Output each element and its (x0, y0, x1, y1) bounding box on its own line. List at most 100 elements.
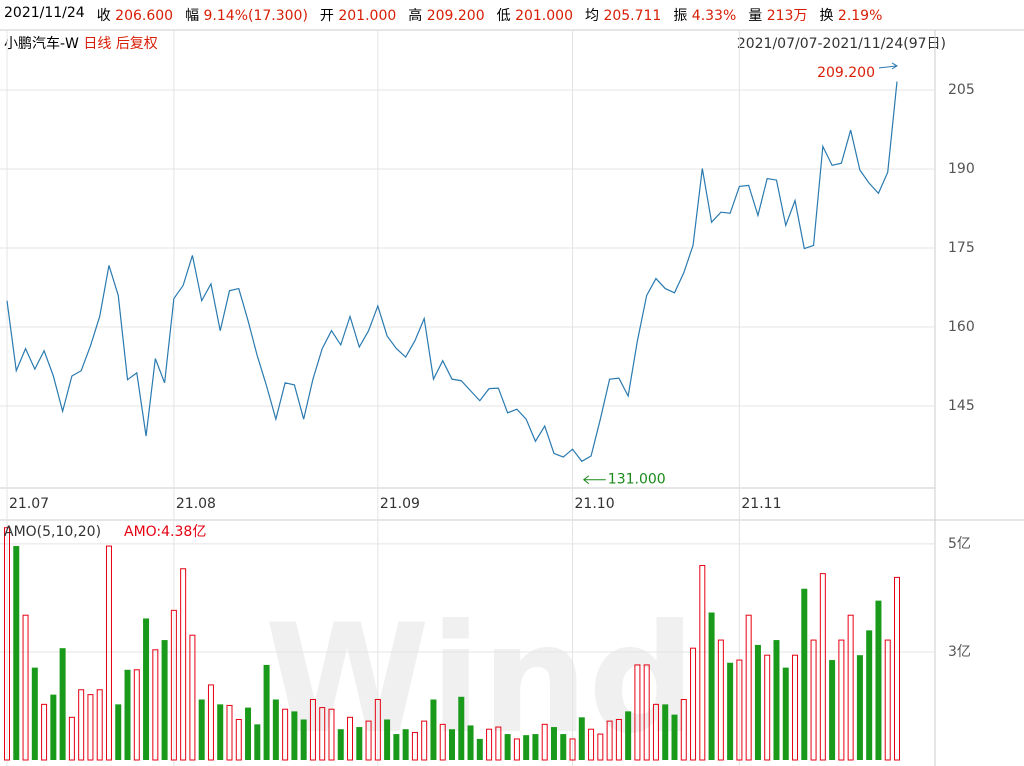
x-tick-label: 21.11 (741, 496, 781, 512)
annotation-arrow (582, 475, 606, 485)
quote-item: 均 205.711 (585, 5, 661, 25)
volume-bar (634, 664, 641, 761)
x-tick-label: 21.07 (9, 496, 49, 512)
volume-bar (829, 660, 836, 760)
quote-value: 209.200 (426, 8, 485, 24)
volume-bar (411, 731, 418, 761)
volume-bar (50, 694, 57, 760)
volume-bar (13, 546, 20, 760)
legend-value: AMO:4.38亿 (124, 524, 206, 540)
volume-bar (96, 689, 103, 761)
volume-bar (801, 588, 808, 760)
volume-bar (115, 704, 122, 760)
quote-label: 换 (819, 8, 834, 24)
volume-bar (578, 717, 585, 760)
volume-bar (105, 545, 112, 761)
volume-bar (782, 667, 789, 760)
quote-value: 213万 (766, 8, 808, 24)
volume-bar (652, 703, 659, 761)
volume-bar (235, 718, 242, 761)
volume-bar (513, 738, 520, 761)
volume-bar (532, 734, 539, 760)
volume-bar (856, 655, 863, 760)
volume-bar (699, 565, 706, 761)
volume-bar (745, 614, 752, 761)
volume-bar (263, 664, 270, 760)
volume-bar (4, 527, 10, 761)
volume-bar (272, 699, 279, 760)
volume-bar (22, 614, 29, 761)
volume-bar (504, 734, 511, 760)
volume-bar (866, 630, 873, 760)
y-tick-label: 145 (948, 398, 975, 414)
quote-label: 振 (673, 8, 688, 24)
volume-bar (847, 614, 854, 761)
volume-bar (680, 698, 687, 761)
volume-bar (727, 662, 734, 760)
volume-bar (792, 654, 799, 761)
volume-bar (894, 576, 900, 761)
quote-label: 量 (748, 8, 763, 24)
watermark: Wind (264, 593, 695, 766)
quote-label: 开 (319, 8, 334, 24)
quote-value: 9.14%(17.300) (203, 8, 308, 24)
quote-item: 开 201.000 (320, 5, 396, 25)
volume-bar (31, 667, 38, 760)
quote-item: 低 201.000 (497, 5, 573, 25)
quote-item: 收 206.600 (97, 5, 173, 25)
price-line (6, 81, 898, 463)
annotation-label: 209.200 (817, 65, 875, 81)
volume-bar (300, 719, 307, 760)
y-tick-label: 190 (948, 161, 975, 177)
volume-bar (690, 647, 697, 761)
volume-bar (180, 568, 187, 761)
volume-bar (282, 708, 289, 761)
y-tick-label: 3亿 (948, 644, 971, 660)
quote-label: 低 (496, 8, 511, 24)
volume-bar (625, 711, 632, 760)
volume-bar (207, 684, 214, 761)
volume-bar (245, 707, 252, 760)
volume-bar (365, 720, 372, 761)
volume-bar (78, 689, 85, 761)
quote-label: 均 (584, 8, 599, 24)
volume-bar (495, 726, 502, 761)
volume-bar (717, 639, 724, 761)
volume-bar (810, 639, 817, 761)
volume-bar (124, 669, 131, 760)
volume-bar (68, 716, 75, 761)
quote-item: 换 2.19% (819, 5, 882, 25)
volume-bar (476, 738, 483, 760)
volume-bar (449, 729, 455, 760)
volume-bar (560, 734, 567, 760)
y-tick-label: 205 (948, 82, 975, 98)
volume-bar (541, 723, 548, 761)
volume-bar (838, 639, 845, 761)
y-tick-label: 5亿 (948, 536, 971, 552)
volume-bar (309, 698, 316, 761)
volume-bar (421, 720, 428, 761)
volume-bar (152, 649, 159, 761)
volume-bar (393, 734, 400, 760)
volume-bar (550, 727, 557, 760)
y-tick-label: 160 (948, 319, 975, 335)
quote-item: 量 213万 (748, 5, 807, 25)
volume-bar (754, 644, 761, 760)
quote-value: 4.33% (691, 8, 737, 24)
quote-item: 振 4.33% (673, 5, 736, 25)
quote-value: 201.000 (515, 8, 573, 24)
x-tick-label: 21.09 (380, 496, 420, 512)
volume-bar (588, 728, 595, 761)
volume-bar (884, 639, 891, 761)
stock-name: 小鹏汽车-W (4, 36, 79, 52)
period: 日线 (83, 36, 112, 52)
volume-bar (374, 698, 381, 761)
volume-bar (133, 669, 140, 761)
volume-bar (170, 609, 177, 761)
volume-bar (615, 718, 622, 761)
quote-bar: 2021/11/24 收 206.600 幅 9.14%(17.300) 开 201.… (4, 5, 882, 25)
volume-bar (486, 728, 493, 761)
volume-bar (217, 704, 224, 760)
volume-bar (384, 719, 391, 760)
